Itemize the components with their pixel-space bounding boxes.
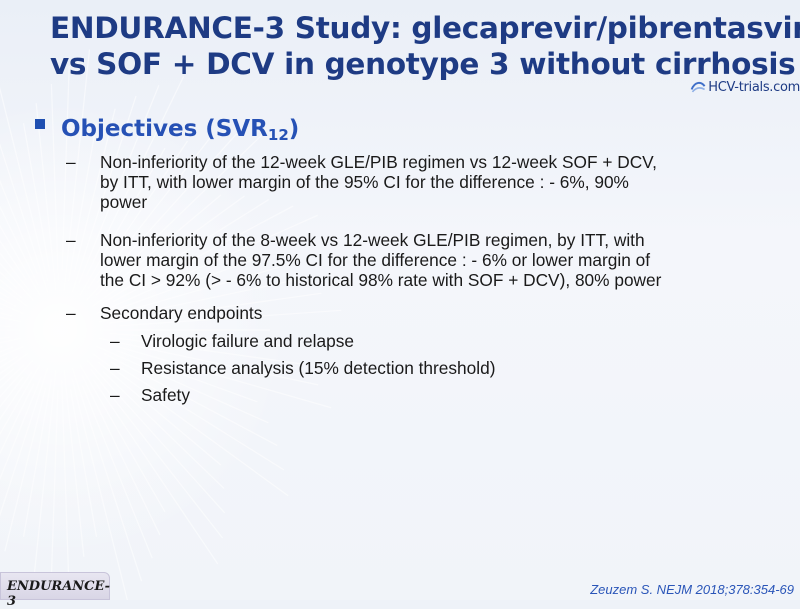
objective-item-2-line-2: lower margin of the 97.5% CI for the dif…: [100, 250, 661, 270]
section-heading-text: Objectives (SVR: [61, 116, 268, 142]
dash-bullet-icon: –: [66, 303, 76, 323]
section-heading-close: ): [289, 116, 300, 142]
logo-text: HCV-trials.com: [708, 80, 800, 95]
reference-citation: Zeuzem S. NEJM 2018;378:354-69: [590, 582, 794, 597]
square-bullet-icon: [35, 119, 45, 129]
objective-item-3-line-1: Secondary endpoints: [100, 303, 262, 323]
slide-title-line-2: vs SOF + DCV in genotype 3 without cirrh…: [50, 46, 790, 82]
slide-title: ENDURANCE-3 Study: glecaprevir/pibrentas…: [50, 10, 790, 82]
objective-item-1-line-1: Non-inferiority of the 12-week GLE/PIB r…: [100, 152, 657, 172]
secondary-endpoint-1-text: Virologic failure and relapse: [141, 331, 354, 351]
objective-item-2: Non-inferiority of the 8-week vs 12-week…: [100, 230, 661, 290]
hcv-trials-logo: HCV-trials.com: [690, 77, 800, 97]
dash-bullet-icon: –: [66, 230, 76, 250]
dash-bullet-icon: –: [110, 385, 120, 405]
study-name-tab: ENDURANCE-3: [0, 572, 110, 600]
section-heading: Objectives (SVR12): [61, 114, 299, 150]
dash-bullet-icon: –: [66, 152, 76, 172]
study-name-label: ENDURANCE-3: [7, 579, 110, 609]
logo-mark-icon: [690, 78, 706, 96]
objective-item-3: Secondary endpoints: [100, 303, 262, 323]
secondary-endpoint-2: Resistance analysis (15% detection thres…: [141, 358, 495, 378]
secondary-endpoint-1: Virologic failure and relapse: [141, 331, 354, 351]
slide-title-line-1: ENDURANCE-3 Study: glecaprevir/pibrentas…: [50, 10, 790, 46]
section-heading-subscript: 12: [268, 126, 289, 144]
secondary-endpoint-3: Safety: [141, 385, 190, 405]
secondary-endpoint-2-text: Resistance analysis (15% detection thres…: [141, 358, 495, 378]
objective-item-2-line-1: Non-inferiority of the 8-week vs 12-week…: [100, 230, 661, 250]
objective-item-1: Non-inferiority of the 12-week GLE/PIB r…: [100, 152, 657, 212]
dash-bullet-icon: –: [110, 358, 120, 378]
secondary-endpoint-3-text: Safety: [141, 385, 190, 405]
objective-item-1-line-3: power: [100, 192, 657, 212]
objective-item-1-line-2: by ITT, with lower margin of the 95% CI …: [100, 172, 657, 192]
dash-bullet-icon: –: [110, 331, 120, 351]
objective-item-2-line-3: the CI > 92% (> - 6% to historical 98% r…: [100, 270, 661, 290]
